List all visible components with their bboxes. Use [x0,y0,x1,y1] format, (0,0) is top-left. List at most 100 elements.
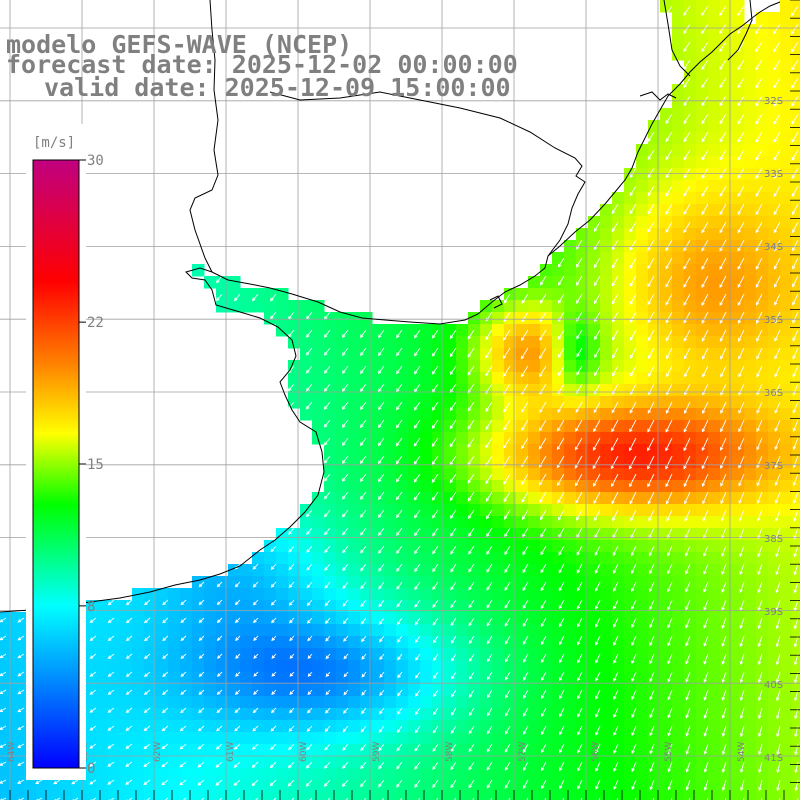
field-cell [600,216,613,229]
field-cell [336,792,349,800]
wind-arrow [665,491,673,505]
field-cell [768,468,781,481]
wind-arrow [774,473,781,487]
field-cell [204,588,217,601]
field-cell [744,732,757,745]
field-cell [708,24,721,37]
field-cell [516,504,529,517]
field-cell [228,288,241,301]
field-cell [360,636,373,649]
field-cell [456,624,469,637]
wind-arrow [378,347,385,357]
field-cell [168,780,181,793]
field-cell [564,528,577,541]
wind-arrow [593,419,601,433]
wind-arrow [775,581,781,594]
field-cell [636,576,649,589]
field-cell [372,660,385,673]
wind-arrow [359,437,367,447]
field-cell [732,288,745,301]
field-cell [780,48,793,61]
wind-arrow [647,149,655,161]
field-cell [636,312,649,325]
wind-arrow [305,401,313,410]
wind-arrow [776,761,781,774]
field-cell [552,564,565,577]
wind-arrow [449,401,457,412]
wind-arrow [143,779,151,786]
wind-arrow [415,671,421,679]
field-cell [672,432,685,445]
field-cell [708,624,721,637]
field-cell [600,696,613,709]
field-cell [384,660,397,673]
field-cell [516,792,529,800]
field-cell [108,600,121,613]
field-cell [96,756,109,769]
wind-arrow [17,635,25,641]
wind-arrow [522,689,529,699]
field-cell [732,624,745,637]
wind-arrow [198,599,205,606]
field-cell [720,312,733,325]
wind-arrow [504,743,511,753]
wind-arrow [649,707,655,719]
wind-arrow [540,509,547,521]
field-cell [96,792,109,800]
field-cell [552,252,565,265]
field-cell [420,480,433,493]
wind-arrow [252,743,259,750]
wind-arrow [431,491,439,501]
field-cell [756,12,769,25]
field-cell [264,300,277,313]
field-cell [372,720,385,733]
wind-arrow [270,725,277,732]
wind-arrow [701,41,709,53]
field-cell [732,636,745,649]
field-cell [456,564,469,577]
wind-arrow [558,599,565,610]
field-cell [156,648,169,661]
wind-arrow [450,689,457,698]
field-cell [396,372,409,385]
field-cell [432,372,445,385]
wind-arrow [198,689,205,696]
wind-arrow [360,365,367,375]
field-cell [636,672,649,685]
field-cell [588,792,601,800]
field-cell [420,756,433,769]
field-cell [612,564,625,577]
field-cell [636,144,649,157]
wind-arrow [200,797,205,800]
field-cell [720,780,733,793]
field-cell [696,24,709,37]
field-cell [672,672,685,685]
field-cell [492,504,505,517]
field-cell [636,456,649,469]
field-cell [588,768,601,781]
field-cell [528,492,541,505]
field-cell [696,780,709,793]
wind-arrow [306,599,313,607]
field-cell [624,708,637,721]
field-cell [72,780,85,793]
field-cell [60,780,73,793]
field-cell [300,624,313,637]
field-cell [600,660,613,673]
field-cell [744,120,757,133]
field-cell [624,744,637,757]
field-cell [636,648,649,661]
wind-arrow [701,275,709,288]
field-cell [792,372,800,385]
field-cell [672,780,685,793]
field-cell [624,288,637,301]
wind-arrow [541,689,547,700]
field-cell [576,312,589,325]
field-cell [264,720,277,733]
wind-arrow [593,491,601,505]
field-cell [528,360,541,373]
wind-arrow [360,563,367,572]
field-cell [672,576,685,589]
field-cell [516,732,529,745]
wind-arrow [575,491,583,504]
